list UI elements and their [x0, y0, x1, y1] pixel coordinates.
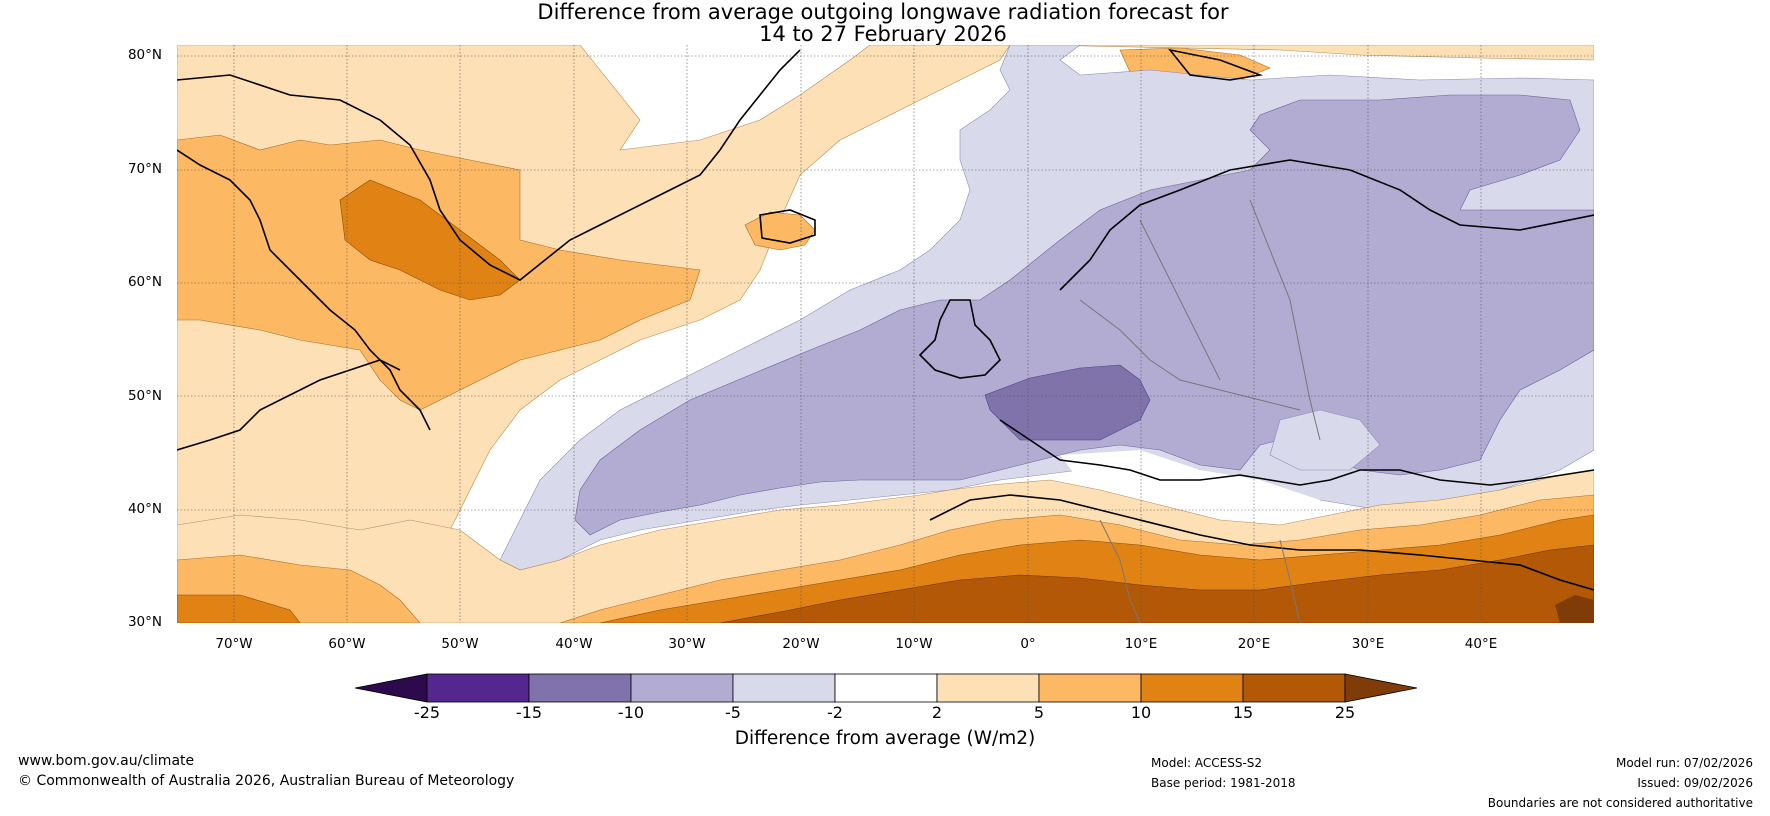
graticule: [177, 45, 1594, 623]
colorbar: [354, 673, 1418, 703]
colorbar-tick-label: -25: [413, 703, 441, 722]
website-link[interactable]: www.bom.gov.au/climate: [18, 753, 195, 769]
colorbar-segment: [426, 673, 530, 703]
model-run-label: Model run: 07/02/2026: [1615, 756, 1753, 770]
lon-label: 10°W: [895, 636, 933, 652]
lon-label: 0°: [1020, 636, 1036, 652]
colorbar-under-extend: [354, 673, 428, 703]
colorbar-segment: [732, 673, 836, 703]
colorbar-tick-label: 15: [1232, 703, 1254, 722]
colorbar-tick-label: 10: [1130, 703, 1152, 722]
lon-label: 30°E: [1351, 636, 1385, 652]
region-warm-west-strong: [339, 179, 521, 301]
lon-label: 10°E: [1124, 636, 1158, 652]
lat-label: 40°N: [127, 501, 162, 517]
lon-label: 30°W: [668, 636, 706, 652]
lon-label: 40°W: [555, 636, 593, 652]
colorbar-segment: [528, 673, 632, 703]
lat-label: 80°N: [127, 47, 162, 63]
colorbar-tick-label: 2: [931, 703, 943, 722]
lat-label: 50°N: [127, 388, 162, 404]
colorbar-segment: [936, 673, 1040, 703]
colorbar-segment: [1242, 673, 1346, 703]
lon-label: 70°W: [215, 636, 253, 652]
colorbar-segment: [834, 673, 938, 703]
region-cool-light-balkan: [1269, 409, 1381, 471]
lon-label: 40°E: [1464, 636, 1498, 652]
colorbar-segment: [1038, 673, 1142, 703]
colorbar-tick-label: -5: [725, 703, 741, 722]
lat-label: 30°N: [127, 614, 162, 630]
colorbar-tick-label: -15: [515, 703, 543, 722]
issued-label: Issued: 09/02/2026: [1637, 776, 1753, 790]
colorbar-title: Difference from average (W/m2): [734, 728, 1036, 749]
lon-label: 20°W: [782, 636, 820, 652]
country-borders: [1079, 199, 1321, 623]
model-label: Model: ACCESS-S2: [1151, 756, 1263, 770]
lon-label: 20°E: [1237, 636, 1271, 652]
colorbar-tick-label: 25: [1334, 703, 1356, 722]
colorbar-over-extend: [1344, 673, 1418, 703]
disclaimer: Boundaries are not considered authoritat…: [1487, 796, 1753, 810]
lat-label: 70°N: [127, 161, 162, 177]
copyright: © Commonwealth of Australia 2026, Austra…: [18, 773, 515, 789]
lon-label: 50°W: [441, 636, 479, 652]
coastlines: [177, 48, 1594, 591]
colorbar-segment: [1140, 673, 1244, 703]
base-period-label: Base period: 1981-2018: [1151, 776, 1296, 790]
region-warm-south-strongest: [719, 544, 1594, 623]
map-field: [177, 45, 1594, 623]
lon-label: 60°W: [328, 636, 366, 652]
colorbar-tick-label: 5: [1033, 703, 1045, 722]
chart-title-line1: Difference from average outgoing longwav…: [537, 0, 1229, 24]
colorbar-tick-label: -2: [827, 703, 843, 722]
lat-label: 60°N: [127, 274, 162, 290]
region-warm-south-extreme: [1555, 595, 1594, 623]
colorbar-tick-label: -10: [617, 703, 645, 722]
colorbar-segment: [630, 673, 734, 703]
chart-title-line2: 14 to 27 February 2026: [759, 22, 1007, 46]
region-neutral-med: [1060, 450, 1320, 520]
